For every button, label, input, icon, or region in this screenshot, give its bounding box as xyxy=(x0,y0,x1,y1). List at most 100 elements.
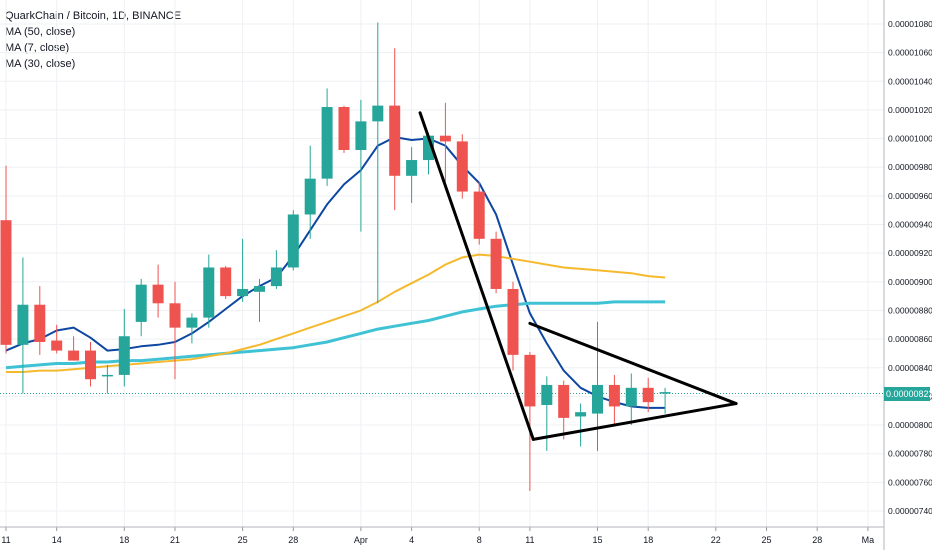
time-axis: 11 14 18 21 25 28 Apr 4 8 11 15 18 22 25 28 Ma xyxy=(0,526,884,545)
candle-body xyxy=(304,178,316,215)
candle xyxy=(0,165,12,354)
indicator-ma30-label[interactable]: MA (30, close) xyxy=(5,58,76,70)
candle-body xyxy=(592,384,603,414)
x-tick-label: 8 xyxy=(477,535,482,545)
y-tick-label: 0.00000800 xyxy=(888,420,932,430)
candle xyxy=(659,387,671,414)
candle-body xyxy=(473,191,485,239)
y-tick-label: 0.00000860 xyxy=(888,334,932,344)
candle-body xyxy=(541,384,553,405)
candle-body xyxy=(642,387,654,403)
candle xyxy=(389,48,401,211)
candle-body xyxy=(0,220,12,345)
candle xyxy=(524,351,536,491)
candle xyxy=(473,181,485,245)
candle xyxy=(406,147,418,204)
candle-body xyxy=(338,107,350,151)
x-tick-label: 25 xyxy=(238,535,248,545)
candle xyxy=(169,281,181,380)
candle-body xyxy=(254,286,265,292)
candle xyxy=(34,286,46,355)
y-tick-label: 0.00000840 xyxy=(888,363,932,373)
trendline-drawings xyxy=(418,111,738,441)
x-tick-label: 4 xyxy=(409,535,414,545)
x-tick-label: 25 xyxy=(761,535,771,545)
candle-body xyxy=(17,304,29,345)
candle-body xyxy=(237,288,249,297)
candle-body xyxy=(558,384,570,418)
chart-legend: QuarkChain / Bitcoin, 1D, BINANCE MA (50… xyxy=(5,8,181,72)
x-tick-label: 18 xyxy=(643,535,653,545)
x-tick-label: Ma xyxy=(862,535,875,545)
candle xyxy=(456,134,468,199)
candle-body xyxy=(625,387,637,407)
candle xyxy=(118,309,130,387)
x-tick-label: 11 xyxy=(525,535,534,545)
candle xyxy=(51,324,63,354)
candle-body xyxy=(270,267,282,287)
candle xyxy=(135,278,147,337)
candle-body xyxy=(507,288,519,355)
x-tick-label: 28 xyxy=(812,535,822,545)
x-tick-label: 21 xyxy=(170,535,180,545)
price-axis: 0.00000740 0.00000760 0.00000780 0.00000800… xyxy=(883,0,932,550)
candle xyxy=(304,145,316,239)
candle xyxy=(507,281,519,371)
candle-body xyxy=(135,284,147,322)
candle xyxy=(642,377,654,413)
candle xyxy=(439,102,451,182)
candle xyxy=(541,376,553,451)
candle xyxy=(575,403,587,447)
candle xyxy=(592,321,603,451)
candle-body xyxy=(575,412,587,417)
trendline xyxy=(418,111,535,441)
y-tick-label: 0.00000740 xyxy=(888,506,932,516)
trendline xyxy=(528,321,738,406)
y-tick-label: 0.00000920 xyxy=(888,248,932,258)
candle-body xyxy=(220,267,232,297)
y-tick-label: 0.00001020 xyxy=(888,105,932,115)
candle-body xyxy=(423,135,434,161)
candle xyxy=(608,374,620,424)
candle-body xyxy=(389,105,401,176)
candle xyxy=(220,266,232,299)
y-tick-label: 0.00000900 xyxy=(888,277,932,287)
candle xyxy=(338,105,350,153)
candle-body xyxy=(439,135,451,142)
candle xyxy=(558,380,570,440)
y-tick-label: 0.00000960 xyxy=(888,191,932,201)
y-tick-label: 0.00001000 xyxy=(888,134,932,144)
y-tick-label: 0.00000980 xyxy=(888,162,932,172)
x-tick-label: 11 xyxy=(1,535,10,545)
x-tick-label: Apr xyxy=(354,535,368,545)
candle xyxy=(203,254,215,328)
x-tick-label: 14 xyxy=(52,535,62,545)
candle-body xyxy=(101,374,113,377)
candle xyxy=(321,88,333,186)
y-tick-label: 0.00001060 xyxy=(888,48,932,58)
candle-body xyxy=(490,238,502,289)
candle-body xyxy=(355,121,367,151)
ma-line-ma-30-close xyxy=(5,300,666,370)
candle xyxy=(68,336,80,361)
candle xyxy=(270,250,282,289)
y-tick-label: 0.00000880 xyxy=(888,305,932,315)
candle-body xyxy=(287,214,299,268)
candle-body xyxy=(659,392,671,394)
candle xyxy=(287,210,299,271)
x-tick-label: 28 xyxy=(288,535,298,545)
current-price-badge: 0.00000822 xyxy=(884,387,932,401)
candle-body xyxy=(372,105,384,122)
candle-body xyxy=(524,354,536,407)
candle-body xyxy=(203,267,215,318)
y-tick-label: 0.00000760 xyxy=(888,477,932,487)
indicator-ma7-label[interactable]: MA (7, close) xyxy=(5,42,70,54)
candle xyxy=(237,238,249,302)
candle-body xyxy=(321,107,333,179)
candle-body xyxy=(608,384,620,407)
candle xyxy=(355,99,367,232)
indicator-ma50-label[interactable]: MA (50, close) xyxy=(5,26,76,38)
candle xyxy=(152,264,164,318)
candle-body xyxy=(85,350,96,380)
